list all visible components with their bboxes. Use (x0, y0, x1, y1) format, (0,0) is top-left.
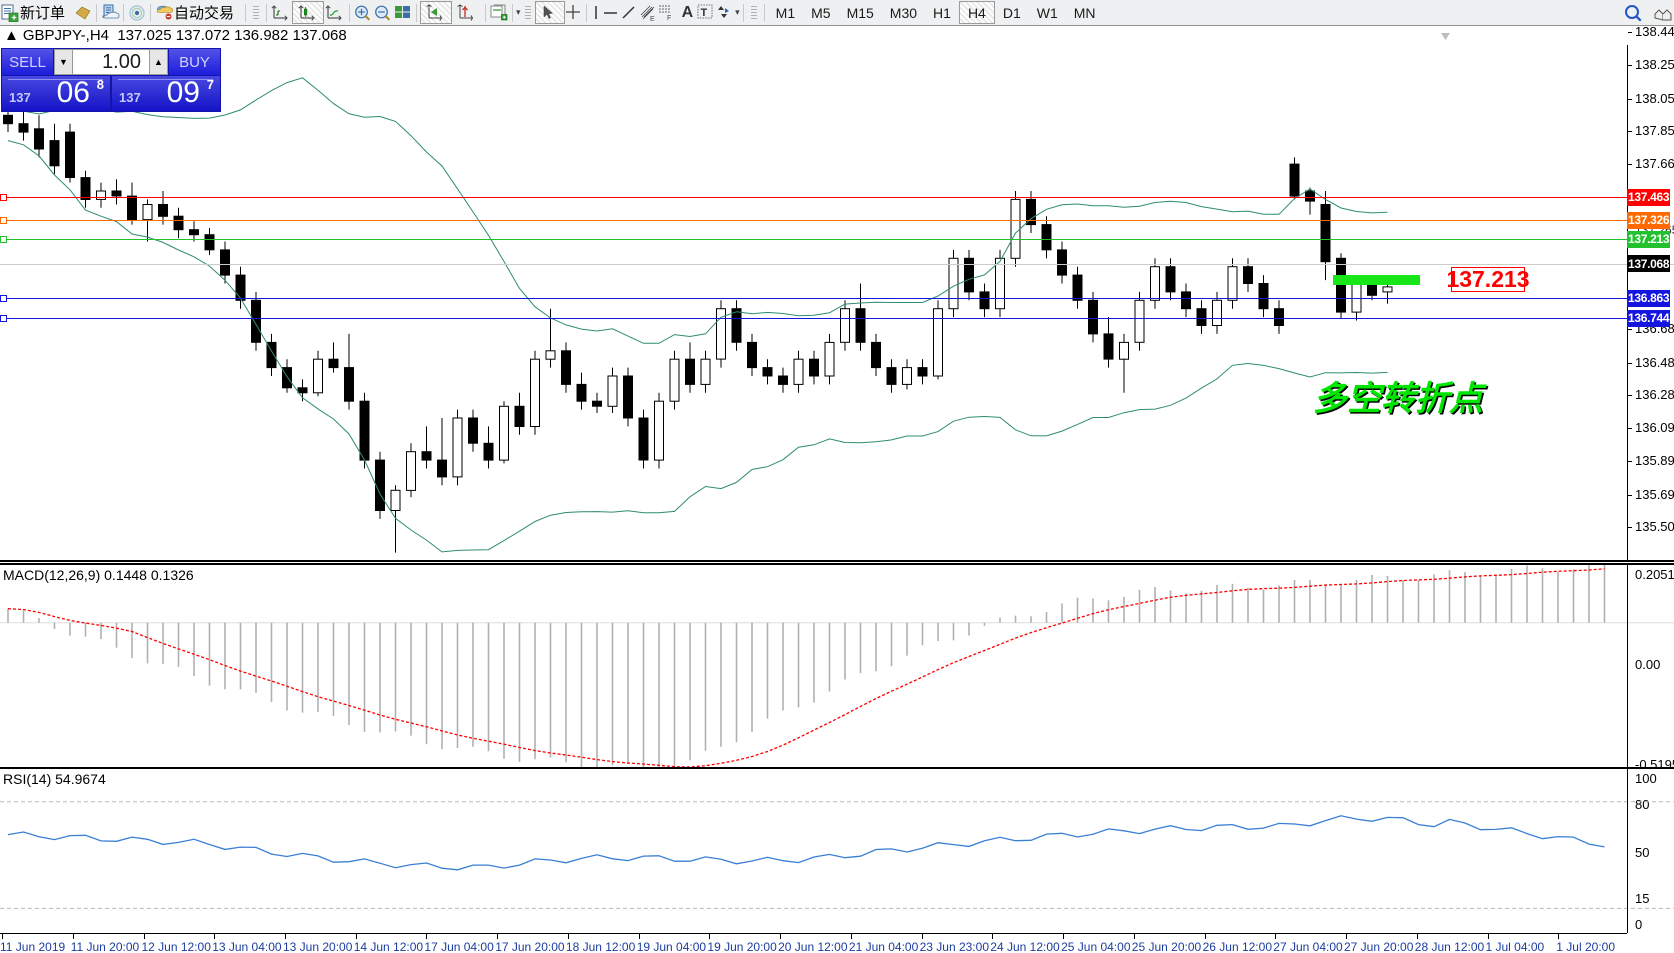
svg-text:E: E (650, 16, 655, 22)
svg-text:F: F (667, 15, 671, 22)
svg-text:T: T (701, 7, 708, 19)
